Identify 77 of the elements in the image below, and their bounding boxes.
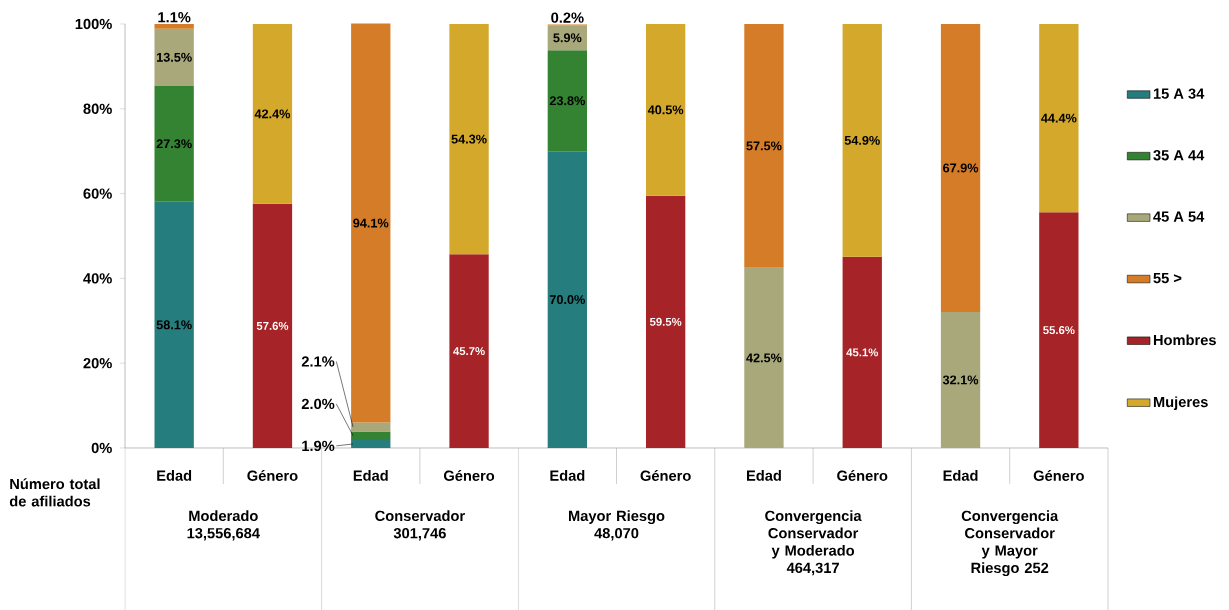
legend-label: Mujeres — [1153, 396, 1208, 410]
bar — [154, 201, 194, 448]
bar — [940, 311, 981, 448]
data-label: 57.6% — [256, 321, 289, 330]
data-label: 44.4% — [1041, 113, 1077, 123]
x-tick-label: Edad — [550, 469, 585, 481]
x-tick-label: Género — [443, 469, 495, 481]
y-tick-label: 0% — [91, 442, 112, 454]
text: Convergencia Conservador y Mayor Riesgo 252 — [961, 510, 1059, 576]
bar — [1039, 212, 1079, 448]
bar — [1039, 23, 1079, 213]
x-tick-label: Edad — [943, 469, 978, 481]
data-label: 13.5% — [157, 52, 192, 62]
data-label: 2.0% — [301, 398, 335, 409]
data-label: 23.8% — [549, 96, 585, 106]
bar — [744, 267, 784, 448]
data-label: 27.3% — [156, 139, 192, 149]
bar — [547, 50, 588, 152]
data-label: 57.5% — [746, 141, 782, 151]
data-label: 32.1% — [942, 375, 979, 385]
x-tick-label: Edad — [157, 469, 192, 481]
y-tick-label: 60% — [83, 188, 112, 199]
data-label: 54.3% — [451, 134, 487, 144]
bar — [351, 431, 391, 440]
text: Número total de afiliados — [9, 478, 100, 507]
data-label: 45.7% — [453, 346, 485, 355]
legend-label: 55 > — [1153, 272, 1182, 284]
bar — [940, 23, 981, 312]
data-label: 42.5% — [746, 353, 782, 363]
bar — [842, 256, 882, 448]
data-label: 42.4% — [254, 109, 291, 119]
data-label: 59.5% — [649, 317, 682, 326]
data-label: 5.9% — [553, 33, 582, 43]
x-tick-label: Género — [837, 469, 888, 481]
bar — [351, 23, 391, 423]
x-tick-label: Género — [640, 469, 691, 481]
text: Moderado 13,556,684 — [187, 510, 260, 541]
data-label: 45.1% — [846, 348, 879, 357]
text: Mayor Riesgo 48,070 — [568, 510, 665, 541]
data-label: 1.1% — [158, 11, 191, 23]
legend-label: 45 A 54 — [1153, 211, 1205, 222]
bar — [645, 23, 686, 196]
x-tick-label: Edad — [353, 469, 388, 481]
y-tick-label: 20% — [83, 357, 112, 369]
legend-label: Hombres — [1153, 334, 1216, 346]
bar — [842, 23, 882, 257]
data-label: 54.9% — [844, 135, 880, 145]
text: Convergencia Conservador y Moderado 464,317 — [765, 510, 862, 576]
bar — [547, 151, 588, 448]
data-label: 70.0% — [549, 294, 585, 304]
x-tick-label: Género — [247, 469, 298, 481]
bar — [645, 195, 686, 448]
bar — [252, 23, 293, 204]
data-label: 0.2% — [551, 12, 584, 23]
bar — [449, 254, 489, 448]
bar — [252, 203, 293, 448]
legend-label: 15 A 34 — [1153, 88, 1205, 99]
y-tick-label: 40% — [83, 273, 112, 284]
bar — [449, 23, 489, 255]
data-label: 94.1% — [353, 218, 389, 228]
data-label: 67.9% — [943, 163, 979, 173]
data-label: 55.6% — [1043, 325, 1075, 334]
bar — [154, 28, 194, 86]
data-label: 2.1% — [301, 356, 335, 367]
text: Conservador 301,746 — [375, 510, 465, 541]
bar — [154, 23, 194, 29]
legend-label: 35 A 44 — [1153, 149, 1205, 161]
bar — [351, 439, 391, 448]
y-tick-label: 80% — [83, 103, 112, 114]
data-label: 1.9% — [302, 440, 335, 451]
x-tick-label: Género — [1033, 469, 1084, 481]
data-label: 58.1% — [156, 320, 192, 330]
bar — [154, 85, 194, 202]
x-tick-label: Edad — [747, 469, 781, 481]
y-tick-label: 100% — [75, 18, 112, 30]
bar — [744, 23, 784, 268]
data-label: 40.5% — [647, 105, 684, 115]
